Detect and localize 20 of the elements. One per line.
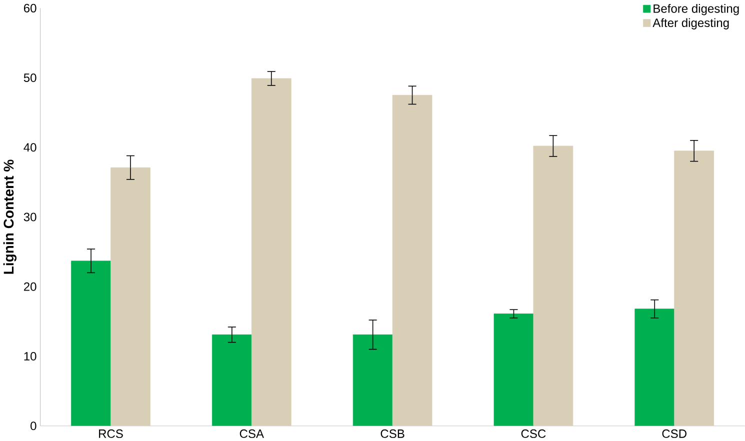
x-tick-label: CSC	[521, 429, 546, 438]
x-tick-label: RCS	[99, 429, 123, 438]
x-tick-label: CSA	[240, 429, 264, 438]
x-tick-label: CSB	[380, 429, 404, 438]
bar	[634, 308, 675, 426]
x-tick-label: CSD	[662, 429, 686, 438]
y-tick-label: 60	[24, 4, 36, 12]
y-tick-label: 10	[24, 352, 36, 360]
y-tick-label: 50	[24, 73, 36, 82]
bar	[494, 313, 534, 426]
bar	[71, 260, 111, 426]
bar	[352, 334, 393, 426]
y-tick-label: 20	[24, 282, 36, 291]
y-tick-label: 40	[24, 142, 36, 152]
y-tick-label: 30	[24, 212, 36, 222]
bar	[212, 334, 252, 426]
legend-label: Before digesting	[654, 4, 739, 16]
y-axis-title: Lignin Content %	[3, 160, 16, 274]
legend-label: After digesting	[652, 18, 729, 30]
y-tick-label: 0	[30, 421, 36, 430]
